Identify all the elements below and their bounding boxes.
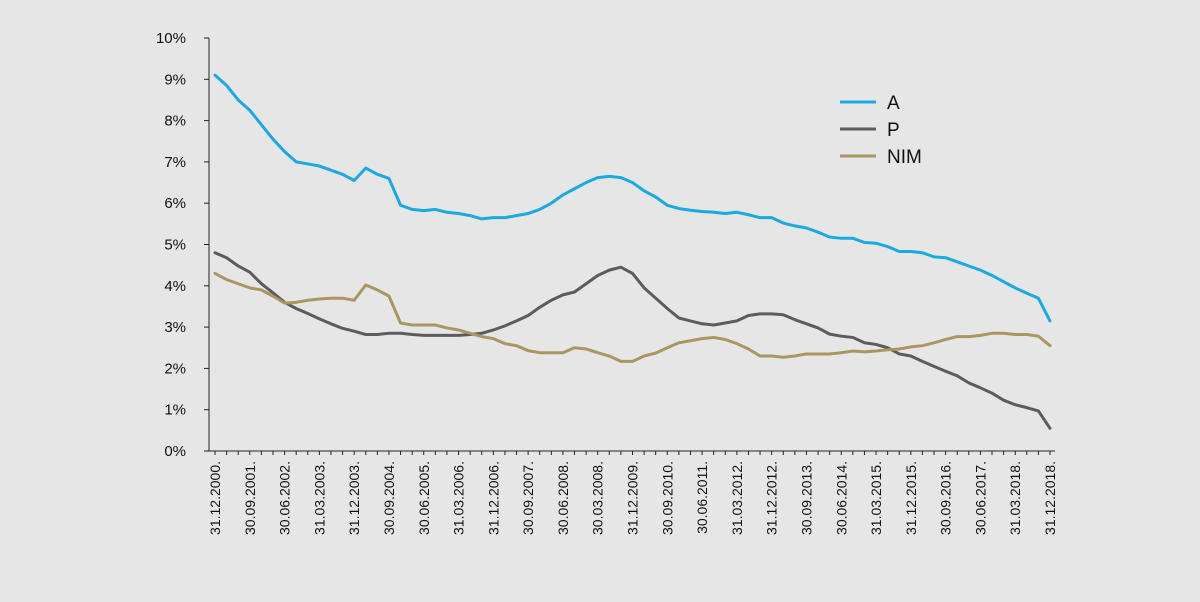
- y-tick-label: 10%: [156, 30, 186, 47]
- x-tick-label: 30.06.2017.: [972, 461, 988, 535]
- y-tick-label: 3%: [164, 319, 186, 336]
- x-tick-label: 31.12.2009.: [625, 461, 641, 535]
- x-tick-label: 30.06.2002.: [277, 461, 293, 535]
- y-tick-label: 4%: [164, 278, 186, 295]
- y-tick-label: 0%: [164, 443, 186, 460]
- series-line-nim: [213, 271, 1052, 363]
- x-tick-label: 31.12.2015.: [903, 461, 919, 535]
- x-tick-label: 31.03.2018.: [1007, 461, 1023, 535]
- legend-label-p: P: [887, 120, 900, 141]
- x-tick-label: 30.06.2005.: [416, 461, 432, 535]
- x-tick-label: 31.12.2006.: [485, 461, 501, 535]
- x-tick-label: 31.03.2006.: [451, 461, 467, 535]
- x-tick-label: 30.09.2007.: [520, 461, 536, 535]
- x-tick-label: 31.03.2012.: [729, 461, 745, 535]
- x-tick-label: 30.09.2001.: [242, 461, 258, 535]
- x-tick-label: 31.12.2018.: [1042, 461, 1058, 535]
- y-tick-label: 6%: [164, 195, 186, 212]
- legend-label-nim: NIM: [887, 147, 922, 168]
- x-tick-label: 30.09.2013.: [798, 461, 814, 535]
- x-axis-ticks: 31.12.2000. 30.09.2001. 30.06.2002. 31.03.2…: [207, 451, 1058, 535]
- y-tick-label: 5%: [164, 237, 186, 254]
- legend: AP NIM: [840, 93, 922, 168]
- plot-area: 0% 1% 2% 3% 4% 5% 6% 7% 8% 9% 10% 31.12.2000. 30.09…: [156, 30, 1058, 535]
- series-line-p: [213, 251, 1052, 430]
- x-tick-label: 30.09.2004.: [381, 461, 397, 535]
- y-tick-label: 9%: [164, 71, 186, 88]
- x-tick-label: 30.06.2008.: [555, 461, 571, 535]
- x-tick-label: 31.12.2000.: [207, 461, 223, 535]
- y-tick-label: 2%: [164, 360, 186, 377]
- x-tick-label: 31.03.2015.: [868, 461, 884, 535]
- x-tick-label: 30.09.2010.: [659, 461, 675, 535]
- series-line-a: [213, 73, 1052, 323]
- x-tick-label: 30.06.2011.: [694, 461, 710, 534]
- x-tick-label: 31.12.2012.: [764, 461, 780, 535]
- legend-label-a: A: [887, 93, 900, 114]
- x-tick-label: 30.09.2016.: [938, 461, 954, 535]
- y-tick-label: 1%: [164, 402, 186, 419]
- series-lines: [213, 73, 1052, 430]
- x-tick-label: 30.06.2014.: [833, 461, 849, 535]
- x-tick-label: 31.03.2003.: [311, 461, 327, 535]
- x-tick-label: 30.03.2008.: [590, 461, 606, 535]
- y-tick-label: 7%: [164, 154, 186, 171]
- x-tick-label: 31.12.2003.: [346, 461, 362, 535]
- y-axis-ticks: 0% 1% 2% 3% 4% 5% 6% 7% 8% 9% 10%: [156, 30, 209, 460]
- y-tick-label: 8%: [164, 113, 186, 130]
